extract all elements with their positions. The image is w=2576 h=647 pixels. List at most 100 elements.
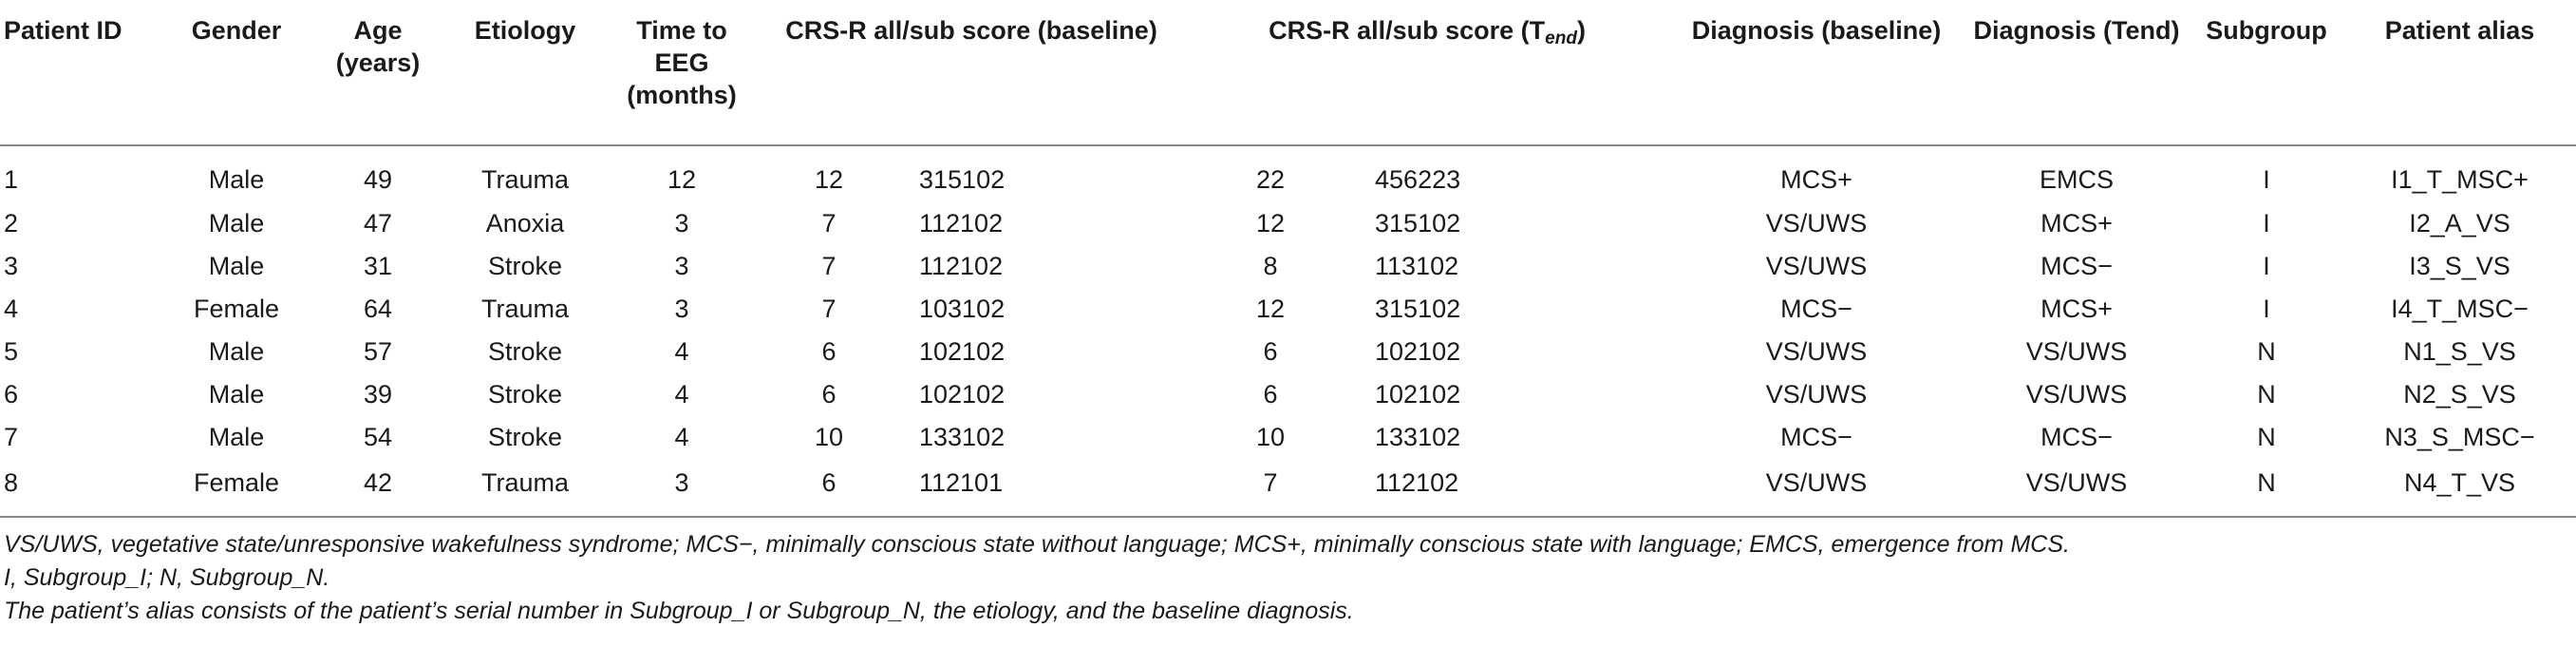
header-patient-alias: Patient alias [2343,0,2576,146]
cell-patient-alias: N4_T_VS [2343,459,2576,518]
cell-patient-alias: N1_S_VS [2403,336,2516,366]
cell-diagnosis-baseline: VS/UWS [1765,379,1868,409]
header-time-line3: (months) [627,80,737,109]
cell-subgroup: N [2257,336,2276,366]
table-row: 3 Male 31 Stroke 3 7 112102 8 113102 VS/UWS MCS− I I… [0,245,2576,288]
header-age-line2: (years) [335,48,421,77]
cell-patient-id: 4 [4,294,19,323]
cell-time-to-eeg: 3 [606,459,758,518]
cell-age: 42 [311,459,444,518]
cell-etiology: Anoxia [485,208,565,238]
header-crs-tend-prefix: CRS-R all/sub score (T [1269,16,1546,45]
cell-diagnosis-baseline: VS/UWS [1765,208,1868,238]
cell-diagnosis-tend: MCS− [2040,422,2113,451]
cell-subgroup: I [2263,164,2270,194]
table-header-row: Patient ID Gender Age (years) Etiology T… [0,0,2576,146]
patient-table-container: Patient ID Gender Age (years) Etiology T… [0,0,2576,518]
cell-age: 64 [363,294,393,323]
cell-patient-id: 2 [4,208,19,238]
cell-diagnosis-baseline: MCS− [1780,294,1852,323]
table-row: 2 Male 47 Anoxia 3 7 112102 12 315102 VS/UWS MCS+ I… [0,202,2576,245]
cell-patient-id: 6 [4,379,19,409]
cell-gender: Male [208,251,265,280]
cell-crs-baseline-sub: 102102 [919,379,1006,409]
cell-diagnosis-tend: VS/UWS [2025,379,2128,409]
cell-crs-baseline-all: 6 [758,459,900,518]
cell-gender: Male [208,379,265,409]
cell-etiology: Stroke [487,379,563,409]
cell-crs-tend-sub: 102102 [1375,379,1461,409]
cell-crs-tend-all: 6 [1263,336,1278,366]
cell-crs-tend-all: 8 [1263,251,1278,280]
cell-etiology: Stroke [487,336,563,366]
cell-etiology: Trauma [480,164,570,194]
cell-time-to-eeg: 12 [667,164,697,194]
cell-crs-baseline-all: 10 [814,422,844,451]
cell-diagnosis-tend: EMCS [2040,164,2115,194]
cell-diagnosis-baseline: MCS− [1780,422,1852,451]
cell-patient-id: 3 [4,251,19,280]
cell-patient-id: 1 [4,164,19,194]
header-age-line1: Age [353,16,403,45]
cell-gender: Female [161,459,311,518]
cell-crs-baseline-sub: 112102 [919,208,1004,238]
cell-age: 54 [363,422,393,451]
cell-patient-id: 5 [4,336,19,366]
table-row: 7 Male 54 Stroke 4 10 133102 10 133102 MCS− MCS− N N… [0,416,2576,459]
cell-etiology: Trauma [444,459,606,518]
footnote-abbreviations: VS/UWS, vegetative state/unresponsive wa… [4,531,2070,558]
cell-crs-baseline-all: 12 [814,164,844,194]
cell-patient-alias: I3_S_VS [2409,251,2510,280]
cell-crs-tend-all: 10 [1255,422,1286,451]
header-crs-tend: CRS-R all/sub score (Tend) [1185,0,1670,146]
cell-time-to-eeg: 3 [674,251,689,280]
header-time-line2: EEG [654,48,709,77]
table-row: 8 Female 42 Trauma 3 6 112101 7 112102 VS/UWS VS/U… [0,459,2576,518]
cell-gender: Male [208,422,265,451]
header-etiology: Etiology [444,0,606,146]
cell-time-to-eeg: 4 [674,422,689,451]
footnote-alias: The patient’s alias consists of the pati… [4,598,1354,624]
table-footnotes: VS/UWS, vegetative state/unresponsive wa… [4,528,2070,628]
header-crs-baseline: CRS-R all/sub score (baseline) [758,0,1186,146]
cell-etiology: Stroke [487,251,563,280]
cell-gender: Female [193,294,280,323]
header-patient-id: Patient ID [0,0,161,146]
cell-diagnosis-tend: MCS− [2040,251,2113,280]
cell-patient-alias: I1_T_MSC+ [2391,164,2529,194]
header-time-to-eeg: Time to EEG (months) [606,0,758,146]
header-diagnosis-baseline: Diagnosis (baseline) [1669,0,1965,146]
cell-time-to-eeg: 4 [674,379,689,409]
cell-diagnosis-baseline: VS/UWS [1765,251,1868,280]
cell-subgroup: N [2257,379,2276,409]
footnote-subgroups: I, Subgroup_I; N, Subgroup_N. [4,564,330,591]
cell-crs-tend-sub: 112102 [1356,459,1670,518]
cell-crs-tend-sub: 315102 [1375,294,1461,323]
cell-crs-tend-all: 7 [1185,459,1357,518]
cell-crs-baseline-all: 7 [821,251,837,280]
cell-etiology: Trauma [480,294,570,323]
cell-crs-baseline-all: 6 [821,336,837,366]
cell-diagnosis-baseline: VS/UWS [1765,336,1868,366]
header-gender: Gender [161,0,311,146]
cell-subgroup: I [2263,251,2270,280]
cell-age: 57 [363,336,393,366]
cell-crs-baseline-all: 6 [821,379,837,409]
cell-age: 49 [363,164,393,194]
header-age: Age (years) [311,0,444,146]
cell-age: 31 [363,251,393,280]
cell-diagnosis-baseline: MCS+ [1780,164,1852,194]
cell-diagnosis-baseline: VS/UWS [1669,459,1965,518]
cell-crs-baseline-all: 7 [821,208,837,238]
cell-gender: Male [208,336,265,366]
cell-crs-baseline-sub: 102102 [919,336,1006,366]
cell-crs-tend-all: 6 [1263,379,1278,409]
cell-crs-baseline-all: 7 [821,294,837,323]
table-row: 6 Male 39 Stroke 4 6 102102 6 102102 VS/UWS VS/UWS… [0,373,2576,416]
cell-crs-baseline-sub: 103102 [919,294,1006,323]
cell-crs-tend-sub: 102102 [1375,336,1461,366]
cell-crs-tend-all: 22 [1255,164,1286,194]
table-body: 1 Male 49 Trauma 12 12 315102 22 456223 MCS+ EMCS I… [0,145,2576,518]
cell-patient-alias: I4_T_MSC− [2391,294,2529,323]
cell-crs-baseline-sub: 315102 [919,164,1006,194]
